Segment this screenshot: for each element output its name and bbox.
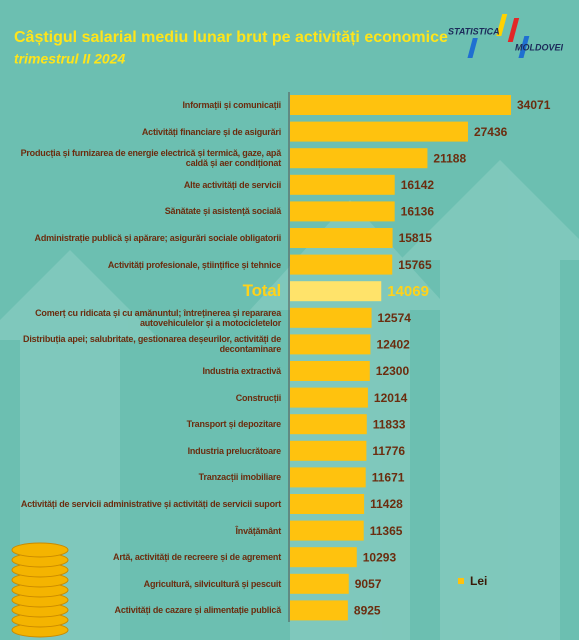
value-label: 27436 <box>474 125 508 139</box>
legend-swatch <box>458 578 464 584</box>
value-label: 16142 <box>401 178 435 192</box>
coins <box>11 542 69 638</box>
bar <box>290 121 468 142</box>
value-label: 8925 <box>354 604 381 618</box>
value-label: 11833 <box>373 417 406 431</box>
bar <box>290 307 372 328</box>
category-label: Total <box>242 281 282 301</box>
value-label: 11671 <box>372 471 405 485</box>
category-label: Activități de servicii administrative și… <box>20 499 281 509</box>
value-label: 12014 <box>374 391 408 405</box>
category-label: Agricultură, silvicultură și pescuit <box>143 578 282 589</box>
bar <box>290 254 393 275</box>
chart-title: Câștigul salarial mediu lunar brut pe ac… <box>14 29 448 46</box>
value-label: 11776 <box>372 444 405 458</box>
category-label: Construcții <box>235 392 282 403</box>
category-label: Artă, activități de recreere și de agrem… <box>113 552 281 563</box>
category-label: Sănătate și asistență socială <box>164 206 281 217</box>
category-label: Comerț cu ridicata și cu amănuntul; într… <box>35 307 281 328</box>
bar <box>290 174 395 195</box>
logo-bottom: MOLDOVEI <box>515 42 564 52</box>
value-label: 11428 <box>370 497 403 511</box>
value-label: 21188 <box>433 151 466 165</box>
logo-top: STATISTICA <box>448 26 500 36</box>
value-label: 12574 <box>378 311 412 325</box>
bar <box>290 547 357 568</box>
category-label: Activități profesionale, științifice și … <box>107 259 281 270</box>
category-label: Distribuția apei; salubritate, gestionar… <box>23 334 281 355</box>
category-label: Tranzacții imobiliare <box>198 472 282 483</box>
category-label: Alte activități de servicii <box>183 179 281 190</box>
category-label: Transport și depozitare <box>186 419 282 430</box>
bar <box>290 387 368 408</box>
value-label: 11365 <box>370 524 403 538</box>
bar <box>290 201 395 222</box>
bar <box>290 361 370 381</box>
category-label: Activități financiare și de asigurări <box>141 126 281 137</box>
value-label: 14069 <box>387 283 429 300</box>
legend-label: Lei <box>470 574 487 588</box>
value-label: 12402 <box>376 338 410 352</box>
logo: STATISTICA MOLDOVEI <box>448 14 564 58</box>
category-label: Industria prelucrătoare <box>187 445 282 456</box>
bar <box>290 520 364 541</box>
value-label: 10293 <box>363 550 397 564</box>
bar <box>290 600 348 621</box>
value-label: 34071 <box>517 98 551 112</box>
bar <box>290 494 365 514</box>
bar <box>290 148 428 169</box>
category-label: Administrație publică și apărare; asigur… <box>34 233 282 243</box>
category-label: Industria extractivă <box>202 366 281 376</box>
category-label: Producția și furnizarea de energie elect… <box>20 148 282 169</box>
category-label: Activități de cazare și alimentație publ… <box>114 605 282 616</box>
value-label: 12300 <box>376 364 410 378</box>
value-label: 15765 <box>398 258 432 272</box>
chart-subtitle: trimestrul II 2024 <box>14 51 125 67</box>
bar <box>290 414 367 435</box>
bar <box>290 228 393 248</box>
value-label: 9057 <box>355 577 382 591</box>
bar <box>290 281 382 302</box>
bar <box>290 334 371 355</box>
value-label: 15815 <box>399 231 433 245</box>
bar <box>290 467 366 488</box>
bar <box>290 440 367 461</box>
category-label: Informații și comunicații <box>182 100 281 110</box>
bar <box>290 95 511 115</box>
value-label: 16136 <box>401 205 435 219</box>
category-label: Învățământ <box>235 525 281 536</box>
bar <box>290 573 349 594</box>
